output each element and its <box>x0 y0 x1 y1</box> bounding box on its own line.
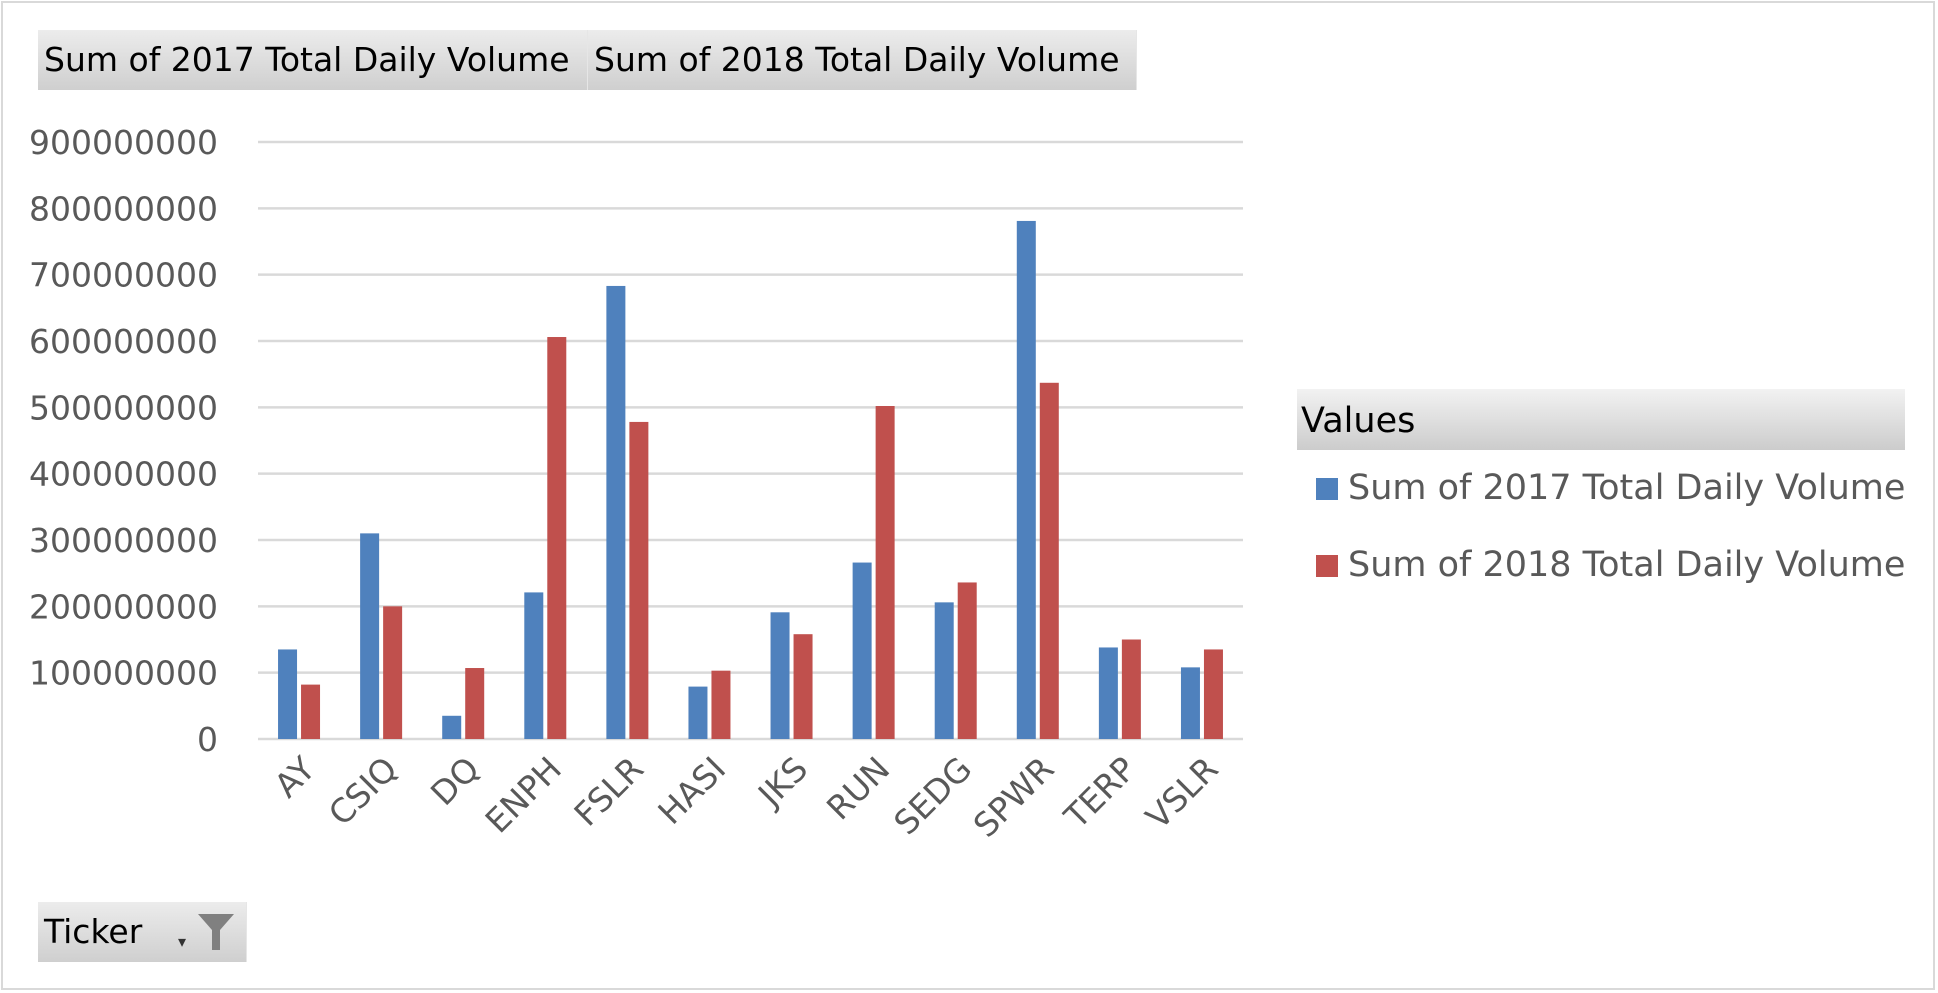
bar-run-2018[interactable] <box>875 406 895 739</box>
bar-hasi-2018[interactable] <box>711 670 731 739</box>
bar-fslr-2018[interactable] <box>629 421 649 739</box>
y-tick-label: 800000000 <box>29 189 218 228</box>
bar-dq-2017[interactable] <box>442 715 462 739</box>
y-tick-label: 700000000 <box>29 256 218 295</box>
bar-enph-2017[interactable] <box>524 592 544 739</box>
bar-spwr-2018[interactable] <box>1039 382 1059 739</box>
filter-icon[interactable] <box>196 912 236 952</box>
dropdown-arrow-icon: ▾ <box>178 932 187 951</box>
y-tick-label: 200000000 <box>29 587 218 626</box>
y-tick-label: 600000000 <box>29 322 218 361</box>
bar-terp-2017[interactable] <box>1098 647 1118 739</box>
y-tick-label: 900000000 <box>29 123 218 162</box>
legend-item-2018[interactable]: Sum of 2018 Total Daily Volume <box>1316 545 1905 585</box>
x-tick-label: ENPH <box>478 749 569 840</box>
y-tick-label: 300000000 <box>29 521 218 560</box>
bar-fslr-2017[interactable] <box>606 285 626 739</box>
legend-label-2017: Sum of 2017 Total Daily Volume <box>1348 468 1906 508</box>
ticker-axis-field-button[interactable]: Ticker ▾ <box>38 902 247 962</box>
bar-dq-2018[interactable] <box>465 668 485 739</box>
bar-vslr-2017[interactable] <box>1180 667 1200 739</box>
x-tick-label: SEDG <box>886 749 979 842</box>
legend-title: Values <box>1297 389 1905 450</box>
bar-csiq-2018[interactable] <box>383 606 403 739</box>
pivot-value-field-2018[interactable]: Sum of 2018 Total Daily Volume <box>588 30 1137 90</box>
x-tick-label: CSIQ <box>321 749 405 833</box>
legend-swatch-2018 <box>1316 555 1338 577</box>
bar-enph-2018[interactable] <box>547 337 567 739</box>
bar-ay-2017[interactable] <box>278 649 298 739</box>
bar-spwr-2017[interactable] <box>1016 220 1036 740</box>
y-tick-label: 100000000 <box>29 654 218 693</box>
x-tick-label: RUN <box>819 749 897 827</box>
y-axis-tick-labels: 0 100000000 200000000 300000000 400000000 500… <box>29 123 218 759</box>
x-tick-label: DQ <box>423 749 487 813</box>
bar-jks-2017[interactable] <box>770 612 790 739</box>
x-tick-label: SPWR <box>966 749 1062 845</box>
grid-lines <box>258 140 1243 741</box>
bar-jks-2018[interactable] <box>793 634 813 739</box>
legend-item-2017[interactable]: Sum of 2017 Total Daily Volume <box>1316 468 1905 508</box>
y-tick-label: 500000000 <box>29 388 218 427</box>
legend-swatch-2017 <box>1316 478 1338 500</box>
bar-vslr-2018[interactable] <box>1203 649 1223 739</box>
bars <box>278 220 1223 740</box>
x-tick-label: JKS <box>749 749 815 815</box>
x-tick-label: VSLR <box>1138 749 1226 837</box>
bar-sedg-2018[interactable] <box>957 582 977 739</box>
bar-terp-2018[interactable] <box>1121 639 1141 740</box>
bar-sedg-2017[interactable] <box>934 602 954 739</box>
x-tick-label: AY <box>267 748 324 805</box>
x-tick-label: FSLR <box>566 749 651 834</box>
bar-ay-2018[interactable] <box>301 684 321 739</box>
bar-csiq-2017[interactable] <box>360 533 380 739</box>
pivot-value-field-2017[interactable]: Sum of 2017 Total Daily Volume <box>38 30 588 90</box>
y-tick-label: 0 <box>197 720 218 759</box>
x-tick-label: HASI <box>650 749 733 832</box>
legend-label-2018: Sum of 2018 Total Daily Volume <box>1348 545 1906 585</box>
y-tick-label: 400000000 <box>29 455 218 494</box>
x-tick-label: TERP <box>1056 749 1144 837</box>
bar-hasi-2017[interactable] <box>688 686 708 739</box>
ticker-field-label: Ticker <box>44 912 143 951</box>
bar-run-2017[interactable] <box>852 562 872 739</box>
